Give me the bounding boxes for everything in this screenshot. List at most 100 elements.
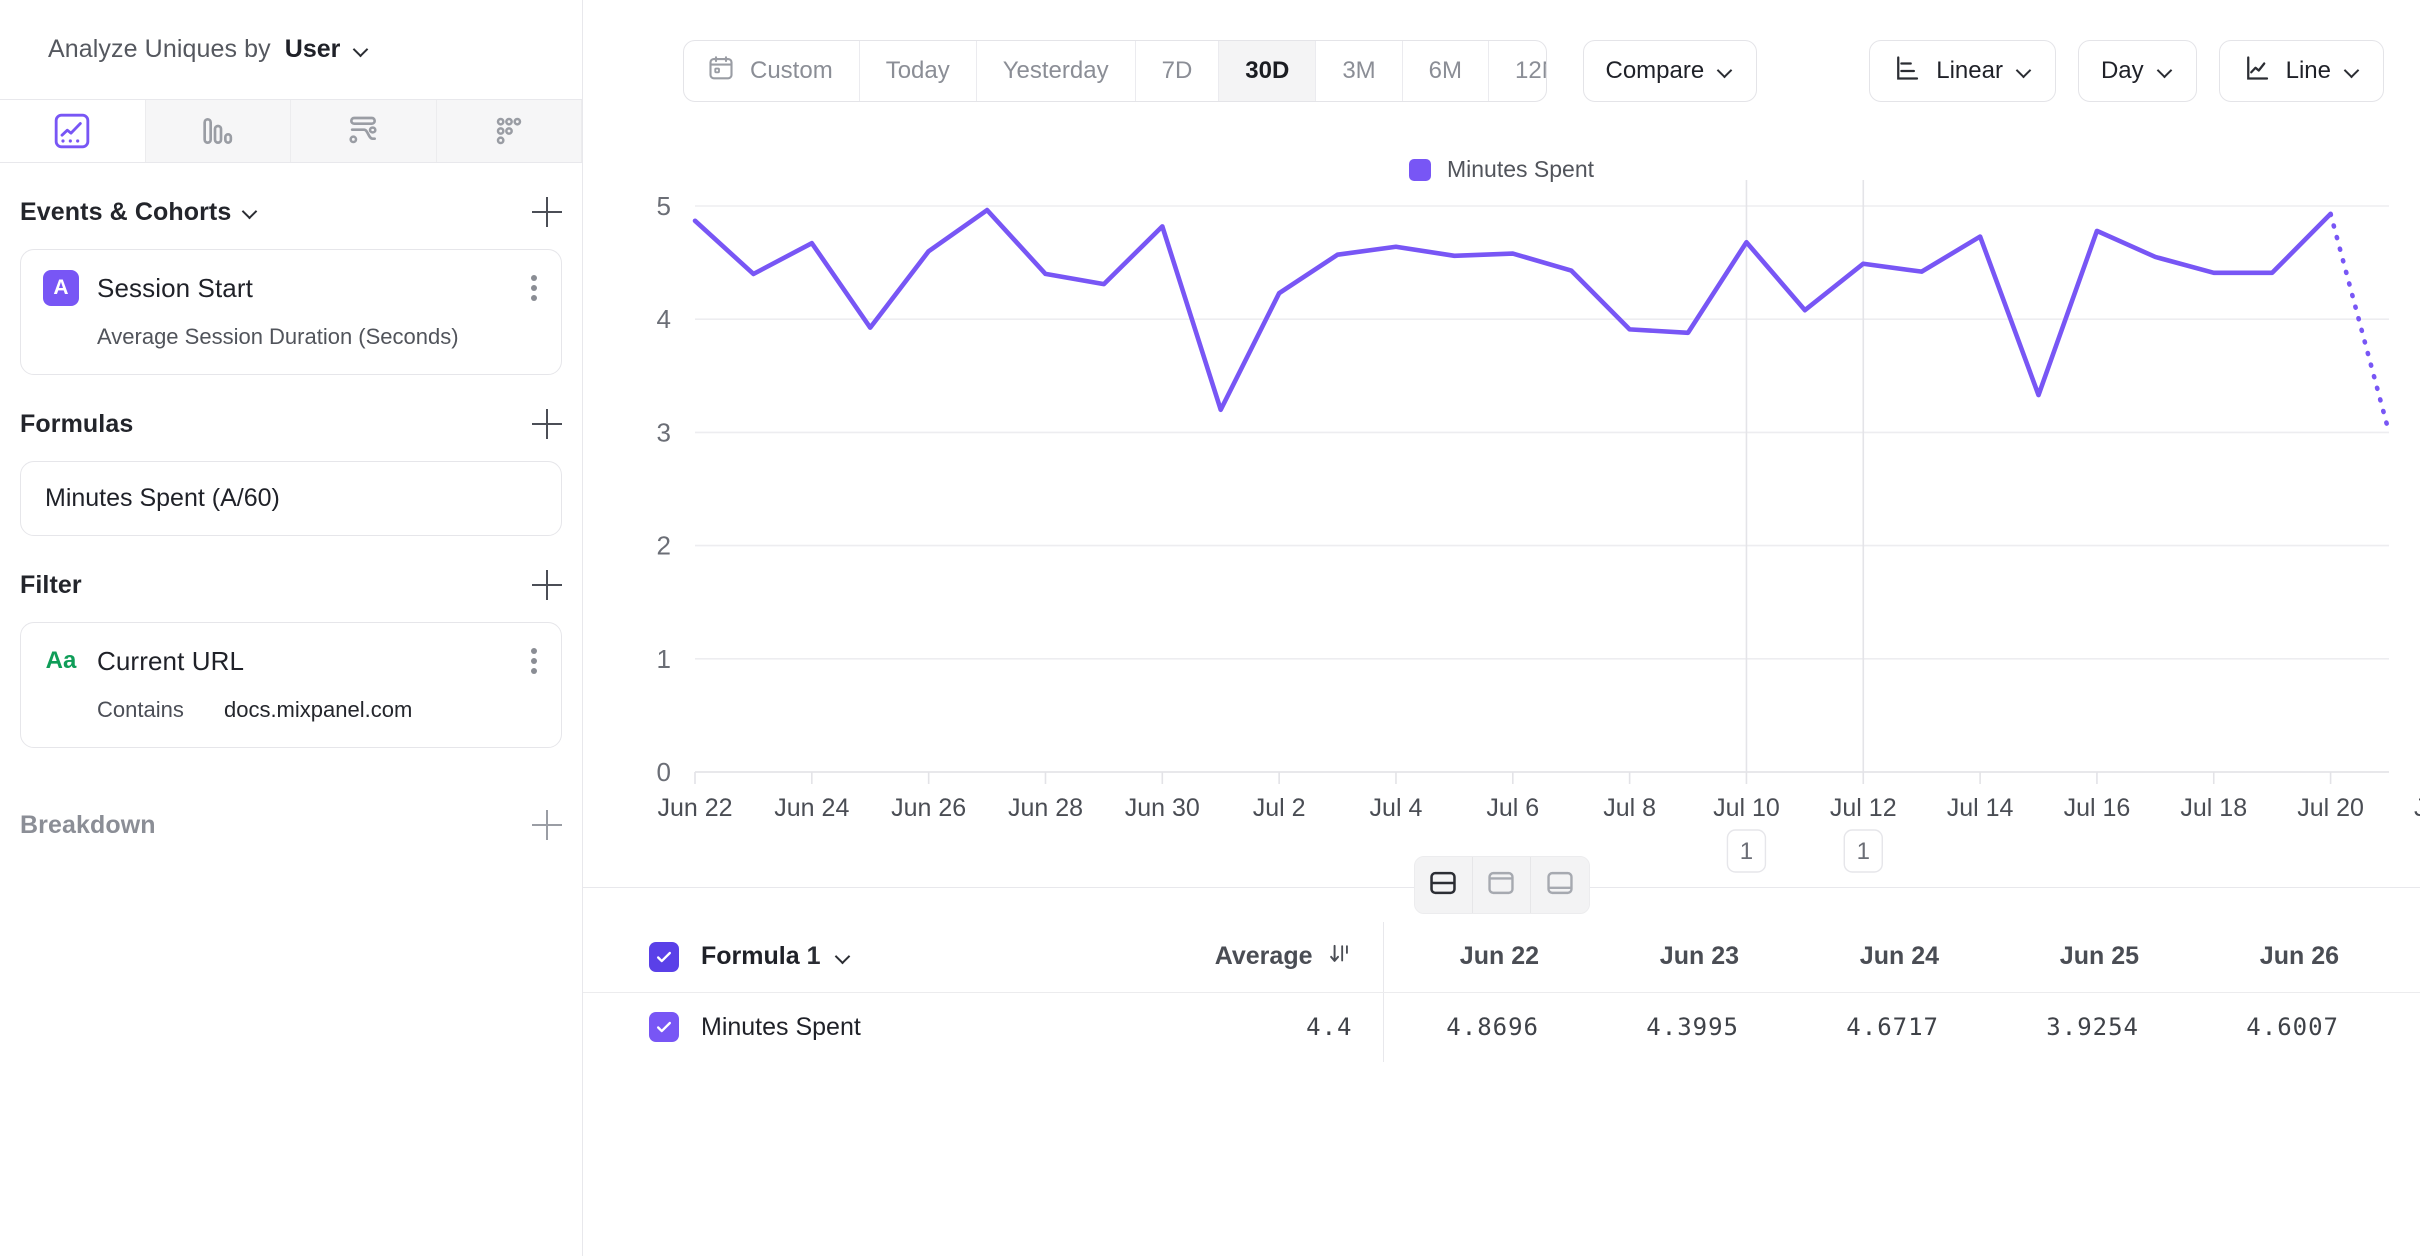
table-header-date-cell[interactable]: Jun 26 [2183, 922, 2383, 993]
filter-operator[interactable]: Contains [97, 697, 184, 722]
x-axis-tick-label: Jun 24 [774, 794, 849, 822]
x-axis-tick-label: Jul 4 [1370, 794, 1423, 822]
date-range-today[interactable]: Today [860, 41, 977, 101]
row-value-cell: 4.6007 [2183, 992, 2383, 1062]
formula-card[interactable]: Minutes Spent (A/60) [20, 461, 562, 536]
tab-funnels[interactable] [145, 100, 291, 162]
layout-table-large-button[interactable] [1530, 857, 1589, 913]
event-letter-badge: A [43, 270, 79, 306]
sort-descending-icon[interactable] [1327, 940, 1353, 973]
layout-chart-large-button[interactable] [1472, 857, 1531, 913]
chevron-down-icon [2017, 63, 2033, 79]
interval-label: Day [2100, 57, 2144, 84]
filter-property-name[interactable]: Current URL [97, 645, 245, 676]
kebab-menu-icon[interactable] [531, 645, 539, 677]
plus-icon[interactable] [532, 197, 562, 227]
line-chart-icon [2242, 53, 2272, 90]
bar-chart-icon [198, 111, 238, 151]
chart-toolbar: Custom Today Yesterday 7D 30D 3M 6M 12M … [583, 0, 2420, 142]
compare-label: Compare [1605, 57, 1705, 84]
x-axis-tick-label: Jul 6 [1486, 794, 1539, 822]
compare-button[interactable]: Compare [1582, 40, 1758, 102]
analyze-value[interactable]: User [284, 35, 341, 63]
x-axis-tick-label: Jul 14 [1947, 794, 2014, 822]
tab-flows[interactable] [291, 100, 437, 162]
formulas-section-header: Formulas [0, 375, 582, 439]
interval-button[interactable]: Day [2077, 40, 2197, 102]
event-card-session-start[interactable]: A Session Start Average Session Duration… [20, 249, 562, 375]
y-axis-tick-label: 3 [657, 417, 671, 447]
formula-checkbox[interactable] [649, 941, 679, 972]
table-header-average-cell[interactable]: Average [1123, 922, 1384, 993]
x-axis-tick-label: Jul 12 [1830, 794, 1897, 822]
series-projection-dotted [2328, 211, 2392, 435]
layout-split-even-button[interactable] [1414, 857, 1473, 913]
x-axis-tick-label: Jun 22 [657, 794, 732, 822]
chevron-down-icon[interactable] [836, 949, 852, 965]
filter-section-header: Filter [0, 536, 582, 600]
row-value: 4.6007 [2246, 1013, 2339, 1042]
date-range-segmented: Custom Today Yesterday 7D 30D 3M 6M 12M [683, 40, 1547, 102]
plus-icon[interactable] [532, 570, 562, 600]
date-range-3m[interactable]: 3M [1316, 41, 1403, 101]
x-axis-tick-label: Jul 10 [1713, 794, 1780, 822]
table-header-date-cell[interactable]: Jun 22 [1383, 922, 1583, 993]
row-series-label[interactable]: Minutes Spent [701, 1012, 861, 1041]
date-range-yesterday[interactable]: Yesterday [977, 41, 1136, 101]
formula-index: 1 [806, 942, 821, 971]
row-value-cell: 4.3995 [1583, 992, 1783, 1062]
date-range-7d[interactable]: 7D [1136, 41, 1220, 101]
chart-type-label: Line [2285, 57, 2331, 84]
flow-icon [343, 111, 383, 151]
row-value: 3.9254 [2046, 1013, 2139, 1042]
x-axis-tick-label: Jul 8 [1603, 794, 1656, 822]
analyze-header: Analyze Uniques by User [0, 0, 582, 100]
row-label-cell: Minutes Spent [583, 992, 1123, 1062]
filter-value[interactable]: docs.mixpanel.com [223, 697, 413, 722]
event-name[interactable]: Session Start [97, 272, 253, 303]
scale-button[interactable]: Linear [1869, 40, 2056, 102]
date-range-custom[interactable]: Custom [684, 41, 860, 101]
row-average-value: 4.4 [1306, 1013, 1353, 1042]
legend-swatch [1408, 158, 1431, 181]
table-header-date-cell[interactable]: Jun 23 [1583, 922, 1783, 993]
x-axis-tick-label: Jun 26 [891, 794, 966, 822]
plus-icon[interactable] [532, 409, 562, 439]
date-range-6m[interactable]: 6M [1403, 41, 1489, 101]
chevron-down-icon[interactable] [243, 204, 259, 220]
table-header-date-cell[interactable]: Jun 27 [2383, 922, 2420, 993]
x-axis-tick-label: Jul 22 [2414, 794, 2420, 822]
series-checkbox[interactable] [649, 1012, 679, 1043]
chevron-down-icon[interactable] [354, 42, 370, 58]
breakdown-section-header: Breakdown [0, 748, 582, 840]
formula-word: Formula [701, 942, 800, 971]
legend-label[interactable]: Minutes Spent [1446, 156, 1595, 182]
annotation-badge[interactable] [1726, 829, 1767, 873]
chart-type-button[interactable]: Line [2218, 40, 2384, 102]
kebab-menu-icon[interactable] [531, 272, 539, 304]
row-value-cell: 4.8696 [1383, 992, 1583, 1062]
formulas-section-title: Formulas [20, 409, 134, 438]
event-measure[interactable]: Average Session Duration (Seconds) [97, 324, 459, 349]
series-line-minutes-spent[interactable] [692, 207, 2333, 413]
y-axis-tick-label: 2 [657, 531, 671, 561]
date-range-12m[interactable]: 12M [1515, 57, 1546, 84]
tab-retention[interactable] [436, 100, 582, 162]
tab-insights[interactable] [0, 100, 146, 162]
date-column-label: Jun 26 [2259, 942, 2339, 971]
plus-icon[interactable] [532, 810, 562, 840]
row-value: 4.6717 [1846, 1013, 1939, 1042]
filter-card-current-url[interactable]: Aa Current URL Contains docs.mixpanel.co… [20, 622, 562, 748]
line-chart-icon [52, 111, 92, 151]
annotation-badge[interactable] [1843, 829, 1883, 873]
line-chart-plot[interactable]: 0 1 2 3 4 5 Jun 22 Jun 24 Jun 26 Jun 28 Jun 30 Jul … [583, 142, 2420, 887]
date-range-30d[interactable]: 30D [1219, 41, 1317, 101]
table-header-date-cell[interactable]: Jun 24 [1783, 922, 1983, 993]
table-header-row: Formula 1 Average [583, 922, 2420, 993]
table-header-formula-label[interactable]: Formula 1 [701, 942, 820, 971]
table-row[interactable]: Minutes Spent 4.4 4.8696 4.3995 4.6717 3… [583, 992, 2420, 1062]
x-axis-tick-label: Jul 20 [2297, 794, 2364, 822]
table-header-date-cell[interactable]: Jun 25 [1983, 922, 2183, 993]
dots-grid-icon [489, 111, 529, 151]
